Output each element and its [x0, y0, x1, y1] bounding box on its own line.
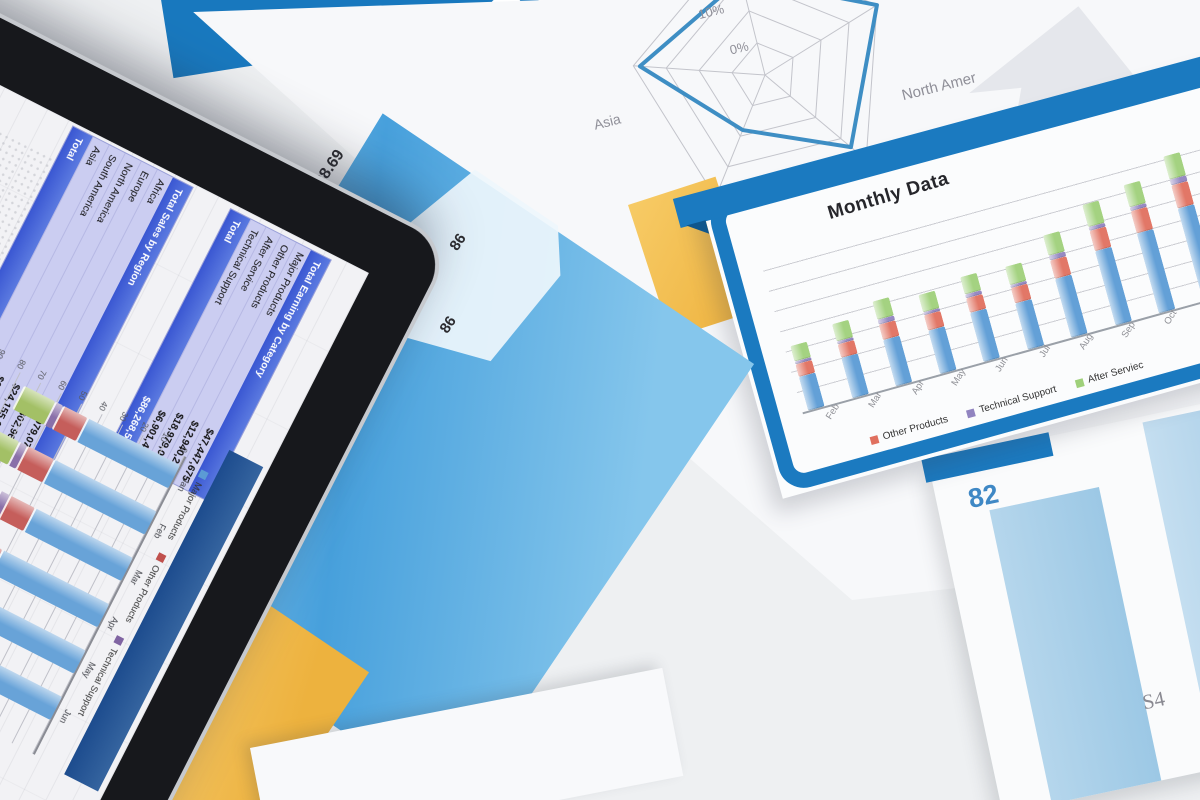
monthly-bar-segment: [1055, 274, 1088, 338]
radar-spoke: [764, 4, 878, 76]
monthly-bar-segment: [798, 372, 825, 411]
monthly-bar: [960, 272, 1001, 363]
radar-grid-ring: [731, 42, 794, 107]
blue-area-inner-polygon: [394, 169, 561, 362]
corner-bar-chart-paper: 82 S4: [921, 397, 1200, 800]
monthly-legend-item-swatch-icon: [966, 407, 976, 418]
tablet-legend-item-swatch-icon: [155, 552, 167, 563]
tablet-legend-item-swatch-icon: [197, 469, 209, 481]
radar-spoke: [715, 74, 766, 198]
monthly-bar-segment: [840, 353, 869, 399]
radar-grid-ring: [665, 0, 850, 168]
monthly-bar: [917, 291, 957, 375]
monthly-bar: [1162, 151, 1200, 302]
monthly-legend-item-swatch-icon: [1074, 377, 1085, 388]
corner-chart-axis-label: S4: [1140, 686, 1167, 715]
radar-tick-label: 10%: [697, 1, 726, 22]
corner-chart-bar: [1142, 404, 1200, 769]
radar-axis-label: North America: [900, 65, 975, 105]
radar-grid-ring: [698, 10, 822, 137]
monthly-bar-segment: [1014, 299, 1044, 350]
monthly-bar-segment: [1177, 204, 1200, 302]
monthly-bar: [1123, 180, 1176, 314]
corner-chart-bar: [989, 487, 1162, 800]
radar-spoke: [633, 65, 766, 76]
monthly-legend-item-swatch-icon: [869, 434, 880, 445]
tablet-legend-item-swatch-icon: [113, 634, 125, 646]
radar-series: [637, 0, 879, 150]
monthly-bar: [1004, 262, 1044, 350]
radar-tick-label: 0%: [728, 38, 750, 57]
monthly-bar: [1043, 231, 1088, 338]
monthly-bar-segment: [1136, 228, 1176, 314]
monthly-bar-segment: [1094, 247, 1132, 326]
radar-spoke: [732, 0, 766, 76]
radar-axis-label: Asia: [592, 110, 623, 132]
monthly-bar-segment: [927, 326, 957, 375]
monthly-bar: [1081, 200, 1132, 326]
corner-chart-value-label: 82: [965, 478, 1002, 515]
monthly-bar-segment: [883, 335, 913, 387]
monthly-bar-segment: [969, 308, 1001, 363]
monthly-bar: [872, 297, 913, 387]
monthly-bar: [831, 320, 869, 399]
